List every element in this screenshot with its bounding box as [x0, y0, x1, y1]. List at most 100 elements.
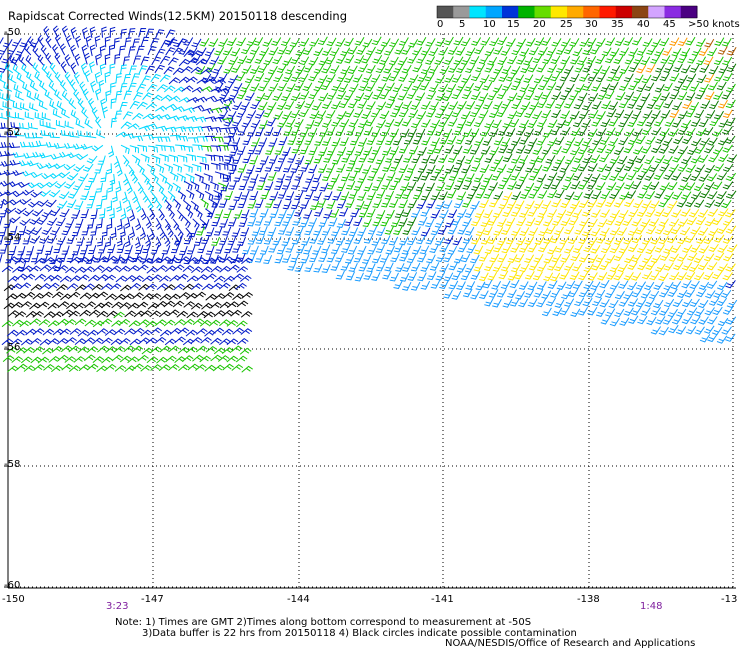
- wind-barb: [168, 77, 181, 85]
- wind-barb: [676, 272, 688, 281]
- wind-barb: [605, 145, 616, 154]
- wind-barb: [385, 99, 396, 109]
- wind-barb: [98, 79, 105, 92]
- wind-barb: [460, 37, 471, 47]
- wind-barb: [627, 100, 638, 109]
- wind-barb: [268, 46, 279, 56]
- wind-barb: [195, 345, 208, 353]
- wind-barb: [230, 47, 241, 57]
- wind-barb: [667, 181, 678, 191]
- wind-barb: [672, 101, 683, 111]
- wind-barb: [79, 81, 86, 94]
- wind-barb: [650, 110, 661, 119]
- wind-barb: [175, 144, 186, 151]
- wind-barb: [258, 119, 268, 129]
- wind-barb: [677, 74, 688, 84]
- wind-barb: [185, 329, 198, 337]
- wind-barb: [439, 135, 450, 145]
- wind-barb: [599, 227, 610, 237]
- wind-barb: [487, 91, 498, 101]
- wind-barb: [617, 263, 628, 273]
- wind-barb: [122, 154, 130, 167]
- wind-barb: [416, 110, 427, 120]
- wind-barb: [191, 163, 202, 172]
- wind-barb: [30, 191, 43, 198]
- wind-barb: [560, 126, 571, 136]
- wind-barb: [623, 307, 634, 316]
- wind-barb: [190, 336, 203, 344]
- wind-barb: [80, 143, 93, 150]
- wind-barb: [500, 47, 511, 56]
- wind-barb: [417, 146, 427, 156]
- wind-barb: [357, 173, 367, 183]
- wind-barb: [311, 101, 322, 111]
- wind-barb: [663, 262, 674, 271]
- wind-barb: [304, 99, 315, 109]
- wind-barb: [47, 282, 60, 290]
- wind-barb: [212, 364, 225, 372]
- wind-barb: [532, 146, 543, 155]
- wind-barb: [628, 81, 639, 91]
- wind-barb: [561, 144, 572, 154]
- wind-barb: [0, 254, 3, 264]
- wind-barb: [29, 217, 41, 225]
- wind-barb: [66, 302, 78, 310]
- wind-barb: [559, 91, 570, 101]
- wind-barb: [685, 182, 696, 191]
- wind-barb: [534, 37, 545, 46]
- wind-barb: [163, 319, 176, 327]
- wind-barb: [687, 307, 698, 316]
- wind-barb: [32, 346, 45, 354]
- wind-barb: [91, 337, 104, 345]
- wind-barb: [183, 49, 195, 58]
- wind-barb: [400, 182, 410, 191]
- wind-barb: [609, 263, 620, 273]
- wind-barb: [0, 122, 12, 130]
- wind-barb: [220, 182, 230, 192]
- wind-barb: [335, 236, 346, 246]
- wind-barb: [663, 64, 674, 74]
- wind-barb: [23, 291, 36, 299]
- wind-barb: [687, 252, 698, 261]
- wind-barb: [140, 36, 150, 47]
- wind-barb: [707, 47, 718, 57]
- wind-barb: [383, 64, 394, 74]
- wind-barb: [19, 141, 32, 148]
- wind-barb: [407, 217, 417, 226]
- wind-barb: [455, 155, 466, 165]
- wind-barb: [429, 244, 439, 254]
- wind-barb: [119, 355, 132, 363]
- wind-barb: [20, 338, 33, 346]
- wind-barb: [591, 190, 602, 200]
- wind-barb: [347, 245, 358, 255]
- wind-barb: [183, 301, 195, 308]
- wind-barb: [344, 54, 355, 64]
- wind-barb: [599, 209, 610, 218]
- wind-barb: [474, 137, 484, 146]
- wind-barb: [77, 274, 90, 282]
- wind-barb: [299, 218, 309, 228]
- wind-barb: [661, 208, 673, 218]
- wind-barb: [659, 307, 670, 316]
- wind-barb: [151, 94, 163, 102]
- wind-barb: [515, 145, 526, 154]
- wind-barb: [720, 289, 732, 299]
- wind-barb: [704, 74, 715, 83]
- wind-barb: [287, 153, 297, 163]
- wind-barb: [416, 235, 426, 245]
- wind-barb: [712, 181, 723, 190]
- wind-barb: [132, 256, 144, 263]
- wind-barb: [290, 200, 300, 210]
- wind-barb: [344, 108, 355, 118]
- wind-barb: [626, 171, 637, 181]
- wind-barb: [77, 98, 85, 110]
- wind-barb: [393, 226, 403, 235]
- wind-barb: [474, 153, 484, 163]
- wind-barb: [23, 273, 36, 281]
- wind-barb: [232, 118, 242, 127]
- wind-barb: [86, 363, 99, 371]
- wind-barb: [677, 163, 688, 172]
- wind-barb: [214, 209, 224, 219]
- wind-barb: [0, 226, 7, 237]
- wind-barb: [159, 329, 172, 337]
